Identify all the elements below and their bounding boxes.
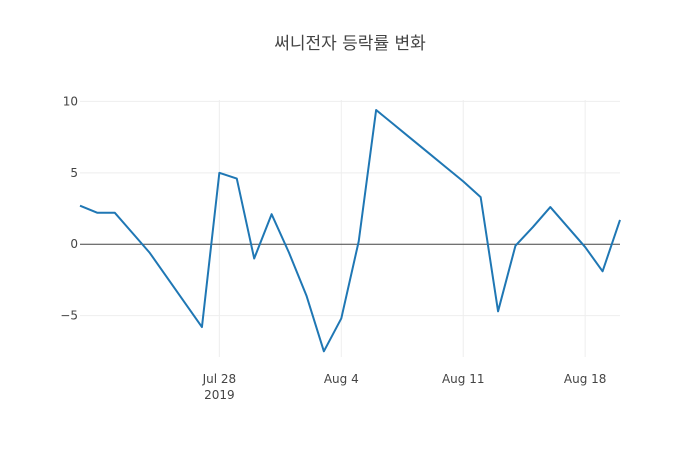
data-point (427, 152, 429, 154)
data-point (323, 350, 325, 352)
data-point (131, 232, 133, 234)
axis-labels: Jul 28 2019 Aug 4 Aug 11 Aug 18 10 5 0 −5 (60, 94, 606, 402)
y-tick-label: 10 (63, 94, 78, 108)
x-tick-year-label: 2019 (204, 388, 235, 402)
data-point (584, 246, 586, 248)
data-point (253, 257, 255, 259)
chart-title: 써니전자 등락률 변화 (274, 34, 426, 54)
gridlines (80, 100, 620, 357)
data-point (375, 109, 377, 111)
data-point (218, 172, 220, 174)
data-point (549, 206, 551, 208)
data-point (514, 245, 516, 247)
series-layer (79, 108, 621, 353)
data-point (305, 295, 307, 297)
x-tick-label: Aug 4 (324, 372, 359, 386)
data-point (532, 226, 534, 228)
x-tick-label: Jul 28 (202, 372, 237, 386)
data-point (619, 219, 621, 221)
data-point (236, 178, 238, 180)
y-tick-label: −5 (60, 309, 78, 323)
data-point (114, 212, 116, 214)
data-point (602, 270, 604, 272)
data-point (462, 180, 464, 182)
x-tick-label: Aug 11 (442, 372, 485, 386)
data-point (201, 326, 203, 328)
series-line (79, 108, 621, 353)
data-point (288, 252, 290, 254)
data-point (497, 310, 499, 312)
data-point (79, 205, 81, 207)
data-point (340, 317, 342, 319)
x-tick-label: Aug 18 (564, 372, 607, 386)
data-point (271, 213, 273, 215)
data-point (567, 226, 569, 228)
data-point (480, 196, 482, 198)
data-point (149, 252, 151, 254)
data-point (358, 240, 360, 242)
data-point (96, 212, 98, 214)
y-tick-label: 0 (70, 237, 78, 251)
data-point (410, 138, 412, 140)
data-point (393, 123, 395, 125)
y-tick-label: 5 (70, 166, 78, 180)
data-point (445, 166, 447, 168)
